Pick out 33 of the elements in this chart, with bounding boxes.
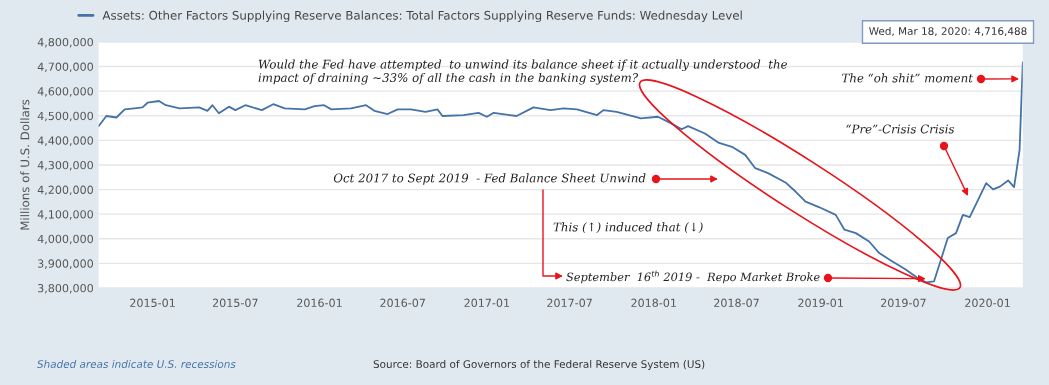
x-tick-label: 2017-07 (547, 298, 592, 307)
y-tick-label: 4,400,000 (37, 136, 94, 146)
text: Shaded areas indicate U.S. recessions (37, 359, 236, 369)
source-note: Source: Board of Governors of the Federal Reserve System (US) (373, 359, 705, 371)
annotation: “Pre”-Crisis Crisis (846, 124, 955, 134)
y-axis-title: Millions of U.S. Dollars (20, 99, 30, 230)
x-tick-label: 2018-07 (714, 298, 759, 307)
x-tick-label: 2019-01 (798, 298, 843, 307)
y-tick-label: 3,800,000 (38, 283, 94, 294)
x-tick-label: 2015-01 (130, 298, 175, 307)
y-tick-label: 4,600,000 (37, 87, 94, 97)
y-tick-label: 4,300,000 (37, 160, 94, 171)
y-tick-label: 4,700,000 (37, 62, 94, 73)
x-tick-label: 2018-01 (631, 298, 676, 307)
annotation: This (↑) induced that (↓) (553, 222, 703, 234)
y-tick-label: 4,100,000 (37, 210, 94, 220)
annotation: The “oh shit” moment (842, 73, 974, 83)
y-tick-label: 4,200,000 (37, 185, 94, 196)
y-tick-label: 4,800,000 (37, 37, 94, 48)
x-tick-label: 2016-07 (380, 298, 425, 307)
annotation: September 16$^{th}$ 2019 - Repo Market Broke (566, 270, 820, 284)
legend-label: Assets: Other Factors Supplying Reserve Balances: Total Factors Supplying Reserve Funds: Wednesday Level (102, 10, 742, 23)
annotation: Wed, Mar 18, 2020: 4,716,488 (869, 26, 1027, 37)
annotation: Oct 2017 to Sept 2019 - Fed Balance Sheet Unwind (333, 173, 646, 185)
annotation: Would the Fed have attempted to unwind its balance sheet if it actually understood the impact of draining ~33% of all the cash in the banking system? (258, 59, 788, 85)
x-tick-label: 2019-07 (881, 298, 926, 307)
y-tick-label: 4,000,000 (37, 234, 94, 245)
y-tick-label: 4,500,000 (37, 111, 94, 122)
x-tick-label: 2017-01 (464, 298, 510, 307)
x-tick-label: 2015-07 (212, 298, 258, 307)
x-tick-label: 2020-01 (965, 298, 1010, 307)
x-tick-label: 2016-01 (297, 298, 342, 307)
y-tick-label: 3,900,000 (38, 259, 94, 269)
